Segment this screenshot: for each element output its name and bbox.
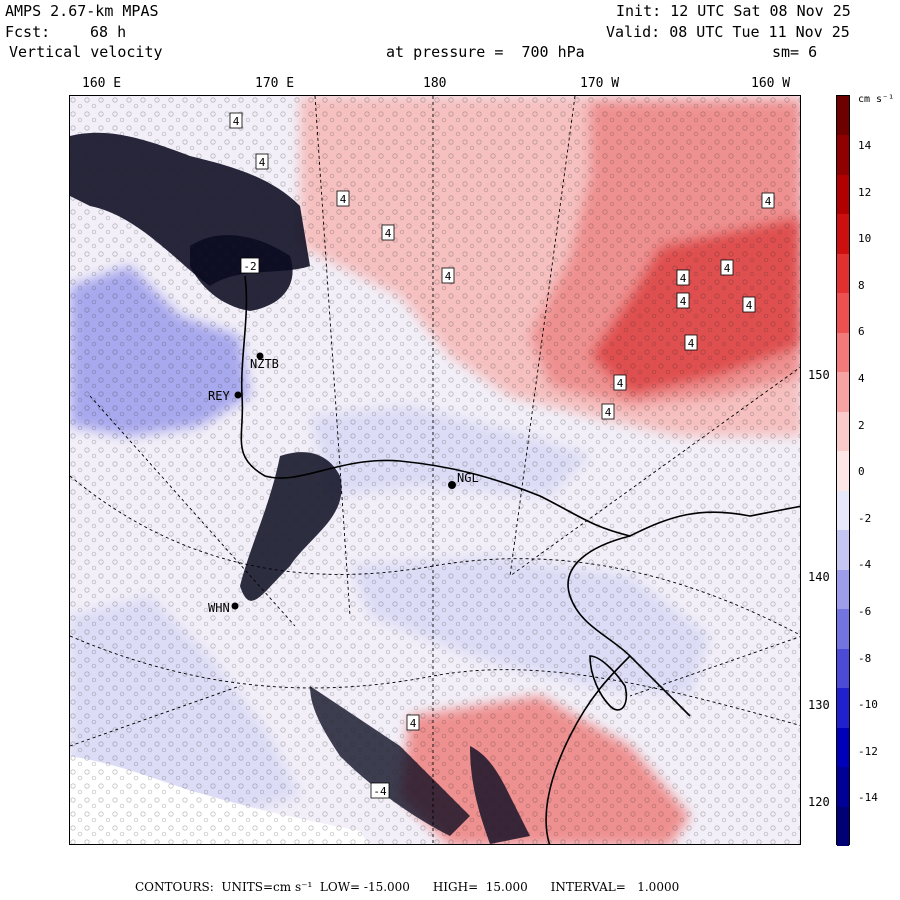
colorbar-segment xyxy=(837,174,849,215)
lon-label-170w: 170 W xyxy=(580,76,620,91)
map-panel: NZTB REY NGL WHN 4 4 4 4 4 4 4 4 4 4 4 4 4 4 -4 -2 xyxy=(69,95,801,845)
colorbar-segment xyxy=(837,253,849,294)
colorbar-segment xyxy=(837,609,849,650)
colorbar-segment xyxy=(837,372,849,413)
colorbar-segment xyxy=(837,332,849,373)
contour-mark-label: 4 xyxy=(410,717,417,730)
coastline xyxy=(240,275,800,844)
contour-mark: 4 xyxy=(676,269,690,286)
colorbar-segment xyxy=(837,806,849,847)
colorbar-tick-label: 2 xyxy=(858,418,865,432)
field-name: Vertical velocity xyxy=(9,43,163,61)
colorbar-tick-label: 0 xyxy=(858,465,865,479)
init-time: Init: 12 UTC Sat 08 Nov 25 xyxy=(616,2,851,20)
contour-mark-label: 4 xyxy=(688,337,695,350)
station-nztb-label: NZTB xyxy=(250,357,279,371)
contour-mark-label: 4 xyxy=(605,406,612,419)
contour-info: CONTOURS: UNITS=cm s⁻¹ LOW= -15.000 HIGH… xyxy=(135,880,680,894)
contour-mark-label: 4 xyxy=(385,227,392,240)
colorbar-segment xyxy=(837,569,849,610)
graticule xyxy=(70,96,800,844)
colorbar-tick-label: -8 xyxy=(858,651,872,665)
contour-mark-label: 4 xyxy=(340,193,347,206)
forecast-value: 68 h xyxy=(90,23,127,41)
colorbar-segment xyxy=(837,490,849,531)
contour-mark: 4 xyxy=(684,334,698,351)
contour-mark: 4 xyxy=(601,403,615,420)
colorbar-tick-label: -14 xyxy=(858,791,878,805)
colorbar-tick-label: 12 xyxy=(858,185,872,199)
model-title: AMPS 2.67-km MPAS xyxy=(5,2,159,20)
colorbar-segment xyxy=(837,688,849,729)
colorbar-tick-label: -12 xyxy=(858,744,878,758)
map-svg: NZTB REY NGL WHN 4 4 4 4 4 4 4 4 4 4 4 4 4 4 -4 -2 xyxy=(70,96,800,844)
colorbar-tick-label: -2 xyxy=(858,511,872,525)
contour-mark-label: 4 xyxy=(724,262,731,275)
contour-mark-label: 4 xyxy=(765,195,772,208)
station-ngl-marker xyxy=(448,481,456,489)
colorbar-tick-label: 10 xyxy=(858,232,872,246)
colorbar-segment xyxy=(837,135,849,176)
station-rey-marker xyxy=(234,391,242,399)
colorbar-segment xyxy=(837,767,849,808)
colorbar-tick-label: 8 xyxy=(858,278,865,292)
colorbar-segment xyxy=(837,411,849,452)
contour-mark-label: 4 xyxy=(680,272,687,285)
contour-mark: 4 xyxy=(761,192,775,209)
station-whn-label: WHN xyxy=(208,601,230,615)
valid-time: Valid: 08 UTC Tue 11 Nov 25 xyxy=(606,23,850,41)
colorbar-tick-label: 4 xyxy=(858,372,865,385)
contour-mark: 4 xyxy=(720,259,734,276)
contour-mark: 4 xyxy=(441,267,455,284)
colorbar xyxy=(836,95,850,847)
colorbar-tick-label: 14 xyxy=(858,139,872,152)
station-nztb-marker xyxy=(256,352,264,360)
contour-mark: 4 xyxy=(676,292,690,309)
colorbar-segment xyxy=(837,96,849,136)
smoothing: sm= 6 xyxy=(772,43,818,61)
lon-label-180: 180 xyxy=(423,76,447,91)
colorbar-tick-label: -4 xyxy=(858,558,872,572)
lon-label-160e: 160 E xyxy=(82,76,122,91)
mountain-noise xyxy=(70,96,800,844)
contour-mark: 4 xyxy=(406,714,420,731)
colorbar-tick-label: -6 xyxy=(858,605,872,618)
contour-mark: 4 xyxy=(742,296,756,313)
contour-mark-label: 4 xyxy=(445,270,452,283)
lon-label-170e: 170 E xyxy=(255,76,295,91)
colorbar-tick-label: -10 xyxy=(858,698,878,712)
lon-label-160w: 160 W xyxy=(751,76,791,91)
colorbar-units: cm s⁻¹ xyxy=(858,94,895,105)
colorbar-segment xyxy=(837,530,849,571)
forecast-label: Fcst: xyxy=(5,23,51,41)
contour-mark: -2 xyxy=(240,257,260,274)
station-rey-label: REY xyxy=(208,389,230,403)
contour-mark: 4 xyxy=(613,374,627,391)
colorbar-segment xyxy=(837,727,849,768)
contour-mark: -4 xyxy=(370,782,390,799)
station-ngl-label: NGL xyxy=(457,471,479,485)
colorbar-segment xyxy=(837,214,849,255)
station-whn-marker xyxy=(231,602,239,610)
contour-mark-label: 4 xyxy=(746,299,753,312)
contour-mark: 4 xyxy=(229,112,243,129)
contour-marks: 4 4 4 4 4 4 4 4 4 4 4 4 4 4 -4 -2 xyxy=(229,112,775,799)
colorbar-tick-label: 6 xyxy=(858,325,865,339)
lat-label-130w: 130 W xyxy=(808,698,845,712)
contour-mark: 4 xyxy=(255,153,269,170)
colorbar-segment xyxy=(837,451,849,492)
pressure-level: at pressure = 700 hPa xyxy=(386,43,585,61)
contour-mark-label: 4 xyxy=(617,377,624,390)
contour-mark: 4 xyxy=(381,224,395,241)
contour-mark-label: -4 xyxy=(373,785,387,798)
contour-mark-label: 4 xyxy=(259,156,266,169)
contour-mark-label: 4 xyxy=(233,115,240,128)
colorbar-segment xyxy=(837,293,849,334)
colorbar-segment xyxy=(837,648,849,689)
contour-mark-label: -2 xyxy=(243,260,256,273)
contour-mark: 4 xyxy=(336,190,350,207)
contour-mark-label: 4 xyxy=(680,295,687,308)
